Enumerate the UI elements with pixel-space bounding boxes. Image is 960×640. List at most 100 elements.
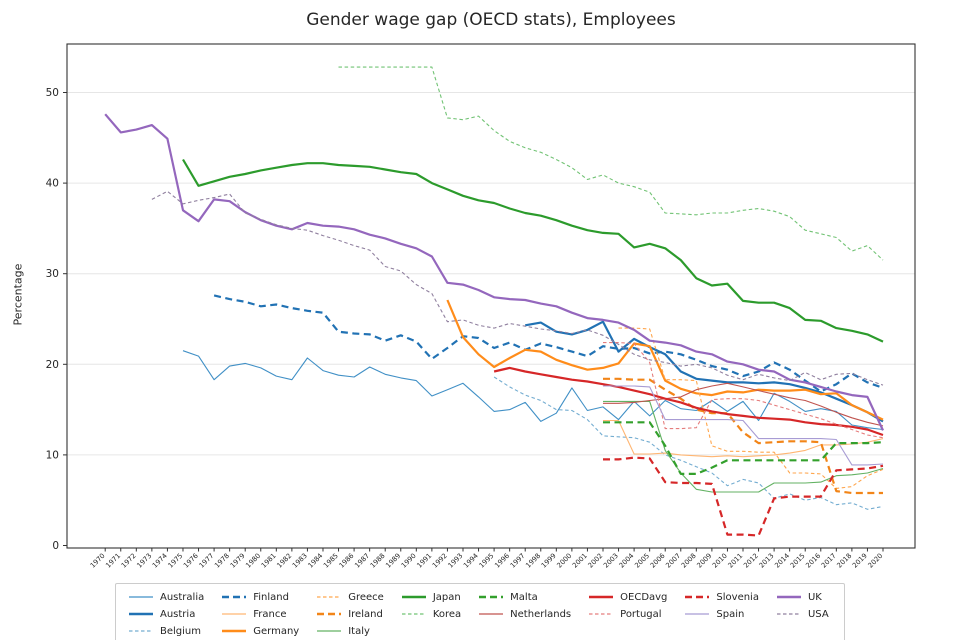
legend-swatch-australia bbox=[129, 596, 153, 598]
x-tick-label: 1992 bbox=[431, 552, 449, 570]
x-tick-label: 1982 bbox=[275, 552, 293, 570]
x-tick-label: 1991 bbox=[415, 552, 433, 570]
legend-swatch-france bbox=[222, 613, 247, 615]
x-tick-label: 1993 bbox=[447, 552, 465, 570]
series-line-netherlands bbox=[603, 382, 884, 427]
legend-item-greece: Greece bbox=[316, 589, 384, 605]
legend-item-netherlands: Netherlands bbox=[478, 606, 571, 622]
x-tick-label: 1975 bbox=[167, 552, 185, 570]
legend-column: Australia Austria Belgium bbox=[128, 589, 204, 639]
legend-label: Malta bbox=[510, 591, 538, 603]
x-tick-label: 1974 bbox=[151, 552, 169, 570]
legend-label: Slovenia bbox=[716, 591, 759, 603]
series-line-oecdavg bbox=[493, 366, 884, 437]
legend-swatch-spain bbox=[685, 613, 710, 615]
legend-swatch-uk bbox=[776, 595, 801, 599]
y-tick-label: 50 bbox=[46, 87, 59, 99]
legend-item-italy: Italy bbox=[316, 623, 384, 639]
legend-item-malta: Malta bbox=[478, 589, 571, 605]
legend-label: Portugal bbox=[620, 608, 662, 620]
x-tick-label: 1983 bbox=[291, 552, 309, 570]
legend-column: Finland France Germany bbox=[221, 589, 299, 639]
series-line-austria bbox=[525, 320, 884, 423]
x-tick-label: 1998 bbox=[524, 552, 542, 570]
series-line-finland bbox=[213, 294, 884, 393]
x-tick-label: 2002 bbox=[587, 552, 605, 570]
x-tick-label: 1979 bbox=[229, 552, 247, 570]
plot-border bbox=[66, 43, 916, 549]
x-tick-label: 1990 bbox=[400, 552, 418, 570]
legend-swatch-korea bbox=[401, 613, 426, 615]
series-line-greece bbox=[618, 327, 884, 489]
legend-swatch-belgium bbox=[129, 630, 153, 632]
series-line-spain bbox=[603, 385, 884, 466]
x-tick-label: 1995 bbox=[478, 552, 496, 570]
legend-label: OECDavg bbox=[620, 591, 668, 603]
chart-legend: Australia Austria Belgium Finland France Germ… bbox=[115, 583, 845, 640]
legend-item-usa: USA bbox=[776, 606, 829, 622]
legend-label: Netherlands bbox=[510, 608, 572, 620]
series-line-korea bbox=[338, 66, 884, 261]
x-tick-label: 2005 bbox=[633, 552, 651, 570]
legend-column: Japan Korea bbox=[401, 589, 461, 639]
x-tick-label: 1984 bbox=[307, 552, 325, 570]
y-tick-label: 0 bbox=[52, 540, 59, 552]
series-line-usa bbox=[151, 190, 884, 386]
legend-item-france: France bbox=[221, 606, 299, 622]
x-tick-label: 1972 bbox=[120, 552, 138, 570]
legend-item-korea: Korea bbox=[401, 606, 461, 622]
y-tick-label: 10 bbox=[46, 449, 59, 461]
legend-swatch-slovenia bbox=[685, 595, 710, 599]
x-tick-label: 2018 bbox=[835, 552, 853, 570]
legend-column: Slovenia Spain bbox=[684, 589, 759, 639]
y-tick-label: 20 bbox=[46, 359, 59, 371]
legend-item-portugal: Portugal bbox=[588, 606, 667, 622]
x-tick-label: 2004 bbox=[618, 552, 636, 570]
series-line-japan bbox=[182, 158, 884, 343]
x-tick-label: 1977 bbox=[198, 552, 216, 570]
x-tick-label: 2011 bbox=[727, 552, 745, 570]
legend-label: Austria bbox=[160, 608, 196, 620]
legend-swatch-netherlands bbox=[479, 613, 504, 615]
x-tick-label: 2017 bbox=[820, 552, 838, 570]
legend-label: Greece bbox=[348, 591, 384, 603]
series-line-germany bbox=[446, 299, 884, 421]
y-tick-label: 30 bbox=[46, 268, 59, 280]
legend-swatch-italy bbox=[317, 630, 342, 632]
series-line-portugal bbox=[603, 342, 884, 439]
x-tick-label: 2008 bbox=[680, 552, 698, 570]
x-tick-label: 1978 bbox=[213, 552, 231, 570]
x-tick-label: 1971 bbox=[104, 552, 122, 570]
series-line-uk bbox=[104, 113, 884, 431]
legend-column: UK USA bbox=[776, 589, 829, 639]
legend-label: France bbox=[253, 608, 287, 620]
x-tick-label: 2020 bbox=[867, 552, 885, 570]
x-tick-label: 1999 bbox=[540, 552, 558, 570]
legend-item-belgium: Belgium bbox=[128, 623, 204, 639]
x-tick-label: 2000 bbox=[555, 552, 573, 570]
legend-swatch-finland bbox=[222, 595, 247, 599]
series-line-italy bbox=[603, 400, 884, 493]
chart-title: Gender wage gap (OECD stats), Employees bbox=[306, 10, 676, 30]
legend-swatch-malta bbox=[479, 595, 504, 599]
legend-item-japan: Japan bbox=[401, 589, 461, 605]
legend-column: OECDavg Portugal bbox=[588, 589, 667, 639]
x-tick-label: 1996 bbox=[493, 552, 511, 570]
legend-item-spain: Spain bbox=[684, 606, 759, 622]
legend-swatch-portugal bbox=[589, 613, 614, 615]
legend-item-oecdavg: OECDavg bbox=[588, 589, 667, 605]
x-tick-label: 2015 bbox=[789, 552, 807, 570]
legend-swatch-japan bbox=[401, 595, 426, 599]
legend-swatch-germany bbox=[222, 629, 247, 633]
x-tick-label: 2016 bbox=[804, 552, 822, 570]
legend-label: Germany bbox=[253, 625, 300, 637]
x-tick-label: 2006 bbox=[649, 552, 667, 570]
x-tick-label: 1976 bbox=[182, 552, 200, 570]
legend-item-uk: UK bbox=[776, 589, 829, 605]
legend-label: Spain bbox=[716, 608, 745, 620]
legend-column: Greece Ireland Italy bbox=[316, 589, 384, 639]
x-tick-label: 2013 bbox=[758, 552, 776, 570]
x-tick-label: 2009 bbox=[695, 552, 713, 570]
